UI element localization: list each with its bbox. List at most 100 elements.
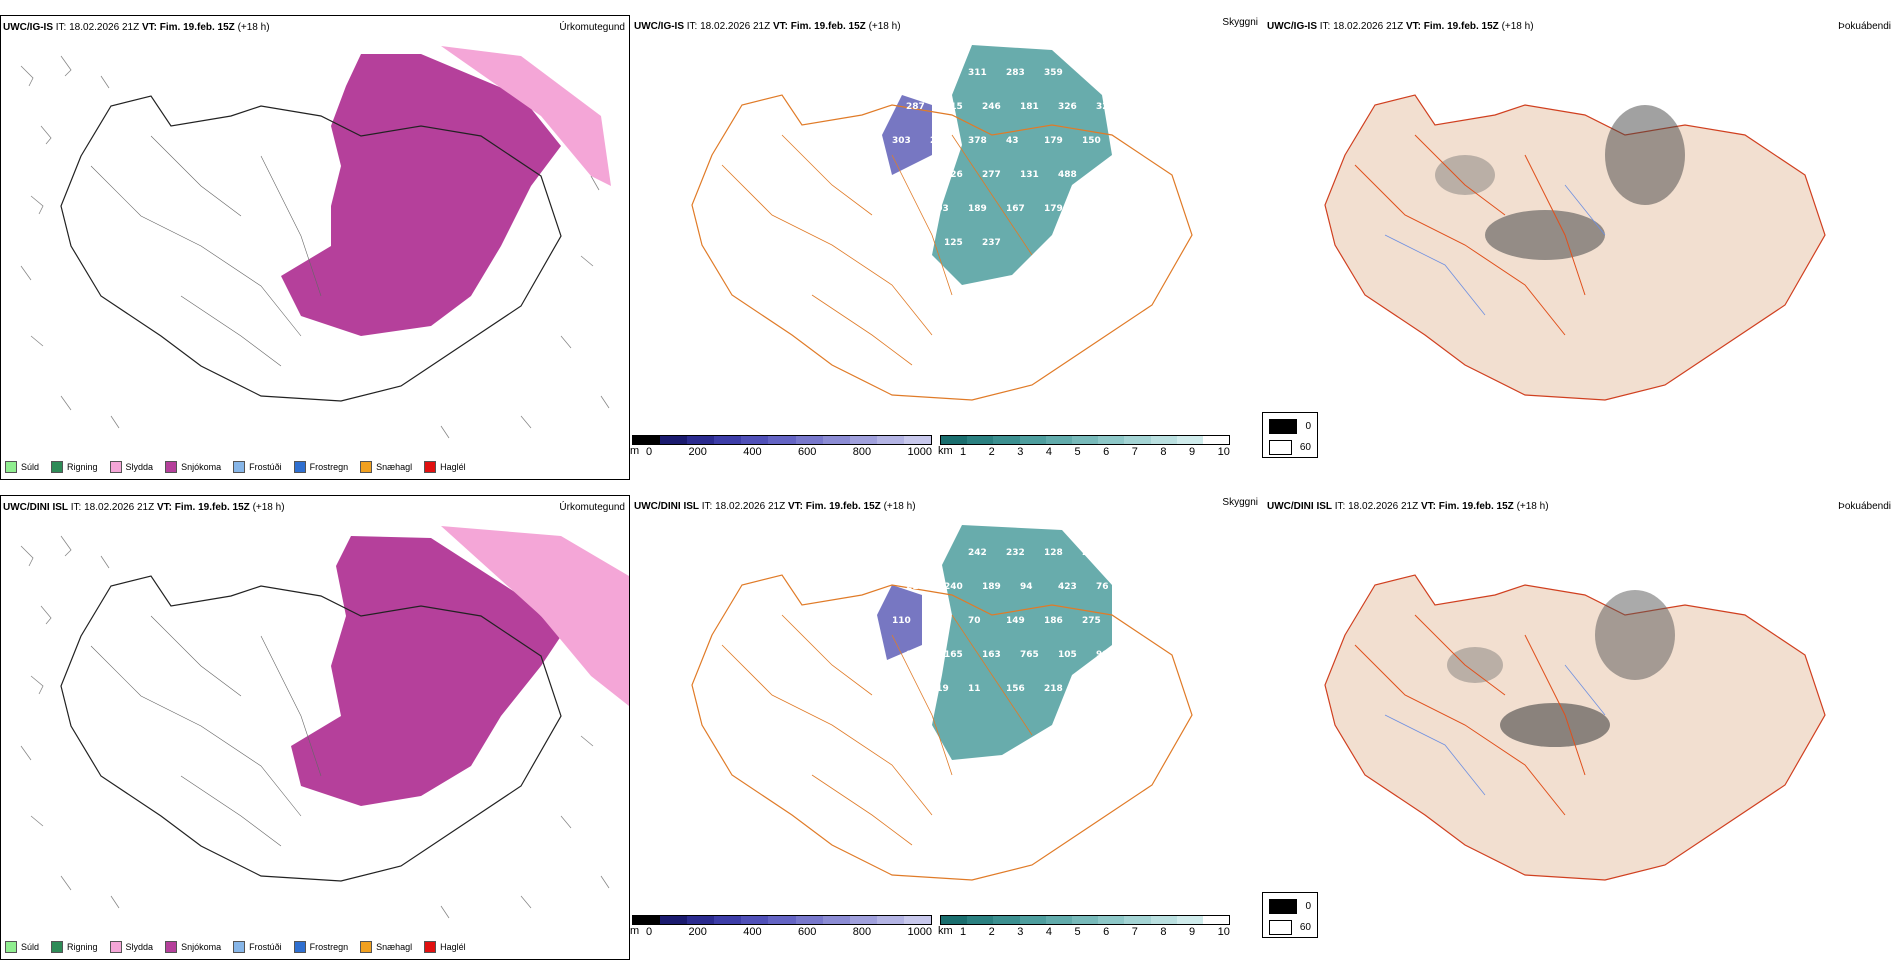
visibility-value-label: 189 <box>982 582 1001 592</box>
fog-panel-row1: UWC/IG-IS IT: 18.02.2026 21Z VT: Fim. 19… <box>1265 15 1895 480</box>
legend-item: Frostregn <box>293 461 348 473</box>
visibility-value-label: 90 <box>906 650 919 660</box>
legend-swatch <box>165 941 178 953</box>
visibility-value-label: 162 <box>1096 170 1115 180</box>
legend-swatch <box>109 941 122 953</box>
legend-swatch <box>360 941 373 953</box>
visibility-value-label: 173 <box>906 238 925 248</box>
colorbar-swatch <box>1124 436 1151 444</box>
fog-legend-swatch <box>1269 440 1292 455</box>
legend-swatch <box>51 941 64 953</box>
visibility-panel-row2: UWC/DINI ISL IT: 18.02.2026 21Z VT: Fim.… <box>630 495 1262 960</box>
legend-swatch <box>293 461 306 473</box>
colorbar-swatch <box>714 436 742 444</box>
visibility-value-label: 76 <box>1096 582 1109 592</box>
visibility-value-label: 423 <box>1058 582 1077 592</box>
fog-legend-swatch <box>1269 899 1298 914</box>
legend-swatch <box>233 461 246 473</box>
visibility-value-label: 137 <box>1082 684 1101 694</box>
legend-swatch <box>51 461 64 473</box>
panel-header: UWC/IG-IS IT: 18.02.2026 21Z VT: Fim. 19… <box>634 21 901 32</box>
colorbar-swatch <box>687 916 715 924</box>
visibility-value-label: 415 <box>930 616 949 626</box>
legend-item: Snjókoma <box>165 461 221 473</box>
visibility-value-label: 313 <box>892 68 911 78</box>
legend-item: Slydda <box>109 941 153 953</box>
legend-item: Snæhagl <box>360 941 412 953</box>
colorbar-swatch <box>633 436 661 444</box>
colorbar-swatch <box>849 916 877 924</box>
legend-item: Frostúði <box>233 941 282 953</box>
visibility-value-label: 126 <box>944 170 963 180</box>
visibility-value-label: 186 <box>1044 616 1063 626</box>
visibility-value-label: 131 <box>1020 170 1039 180</box>
visibility-value-label: 149 <box>1006 616 1025 626</box>
colorbar-swatch <box>741 436 769 444</box>
visibility-value-label: 99 <box>1096 650 1109 660</box>
precip-type-panel-row2: UWC/DINI ISL IT: 18.02.2026 21Z VT: Fim.… <box>0 495 630 960</box>
colorbar-swatch <box>1045 436 1072 444</box>
visibility-value-label: 179 <box>1044 204 1063 214</box>
legend-swatch <box>424 461 437 473</box>
colorbar-swatch <box>822 436 850 444</box>
legend-item: Snæhagl <box>360 461 412 473</box>
legend-item: Súld <box>5 461 39 473</box>
visibility-panel-row1: UWC/IG-IS IT: 18.02.2026 21Z VT: Fim. 19… <box>630 15 1262 480</box>
colorbar-swatches <box>632 915 932 925</box>
visibility-value-label: 283 <box>1006 68 1025 78</box>
visibility-m-colorbar: m 0 200 400 600 800 1000 <box>630 915 932 938</box>
visibility-value-label: 252 <box>906 170 925 180</box>
visibility-value-label: 326 <box>1058 102 1077 112</box>
colorbar-swatch <box>795 916 823 924</box>
colorbar-swatch <box>660 436 688 444</box>
panel-header: UWC/IG-IS IT: 18.02.2026 21Z VT: Fim. 19… <box>3 22 270 33</box>
colorbar-swatch <box>993 436 1020 444</box>
visibility-value-label: 103 <box>930 204 949 214</box>
panel-header: UWC/IG-IS IT: 18.02.2026 21Z VT: Fim. 19… <box>1267 21 1534 32</box>
panel-header: UWC/DINI ISL IT: 18.02.2026 21Z VT: Fim.… <box>634 501 916 512</box>
visibility-value-label: 246 <box>982 102 1001 112</box>
colorbar-swatch <box>941 436 968 444</box>
colorbar-swatch <box>768 916 796 924</box>
colorbar-swatch <box>633 916 661 924</box>
legend-swatch <box>5 461 17 473</box>
legend-swatch <box>233 941 246 953</box>
colorbar-swatch <box>714 916 742 924</box>
colorbar-swatch <box>941 916 968 924</box>
visibility-value-label: 110 <box>892 616 911 626</box>
colorbar-swatch <box>1071 916 1099 924</box>
colorbar-swatch <box>967 916 994 924</box>
precip-legend: Súld Rigning Slydda Snjókoma Frostúði Fr… <box>5 461 466 473</box>
legend-swatch <box>360 461 373 473</box>
visibility-map: 327 277 242 232 128 263 217 240 189 94 423 76 110 415… <box>691 525 1193 881</box>
legend-swatch <box>293 941 306 953</box>
visibility-value-label: 11 <box>968 684 981 694</box>
visibility-m-colorbar: m 0 200 400 600 800 1000 <box>630 435 932 458</box>
visibility-value-label: 181 <box>1020 102 1039 112</box>
colorbar-swatch <box>822 916 850 924</box>
visibility-value-label: 277 <box>982 170 1001 180</box>
precip-legend: Súld Rigning Slydda Snjókoma Frostúði Fr… <box>5 941 466 953</box>
legend-item: Haglél <box>424 461 466 473</box>
legend-item: Slydda <box>109 461 153 473</box>
visibility-value-label: 237 <box>982 238 1001 248</box>
visibility-km-colorbar: km 1 2 3 4 5 6 7 8 9 10 <box>938 435 1230 458</box>
colorbar-swatch <box>687 436 715 444</box>
visibility-value-label: 415 <box>944 102 963 112</box>
legend-item: Frostregn <box>293 941 348 953</box>
colorbar-swatch <box>1071 436 1099 444</box>
panel-title: Úrkomutegund <box>559 502 625 513</box>
legend-item: Haglél <box>424 941 466 953</box>
legend-swatch <box>5 941 17 953</box>
colorbar-swatch <box>876 436 904 444</box>
visibility-value-label: 70 <box>968 616 981 626</box>
colorbar-swatch <box>1098 916 1125 924</box>
visibility-value-label: 254 <box>930 68 949 78</box>
legend-item: Súld <box>5 941 39 953</box>
fog-legend-row1: 0 60 <box>1262 412 1318 458</box>
fog-legend-item: 0 <box>1269 899 1311 914</box>
legend-swatch <box>109 461 122 473</box>
colorbar-swatch <box>1150 916 1177 924</box>
colorbar-swatch <box>903 436 932 444</box>
visibility-value-label: 165 <box>944 650 963 660</box>
